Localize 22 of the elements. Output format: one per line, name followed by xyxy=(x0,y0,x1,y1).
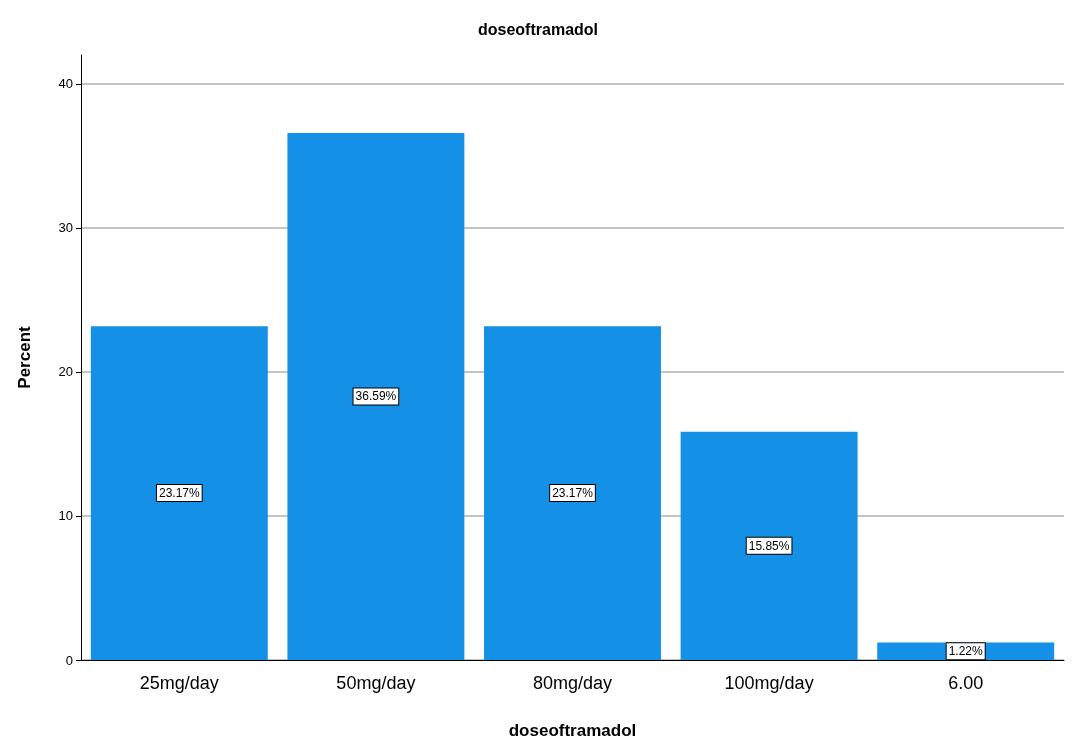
x-tick-label: 80mg/day xyxy=(532,673,613,693)
y-tick-label: 0 xyxy=(65,652,73,668)
x-axis-title: doseoftramadol xyxy=(508,721,637,740)
x-tick-label: 50mg/day xyxy=(336,673,416,693)
bar xyxy=(484,326,661,660)
data-label: 23.17% xyxy=(158,486,200,501)
data-label: 36.59% xyxy=(355,389,397,404)
x-tick-label: 100mg/day xyxy=(724,673,814,693)
y-tick-label: 40 xyxy=(58,76,73,92)
y-tick-label: 10 xyxy=(58,508,73,524)
data-label: 23.17% xyxy=(552,486,594,501)
bar xyxy=(287,132,465,660)
y-tick-label: 30 xyxy=(58,220,73,236)
bar xyxy=(680,431,858,660)
bar xyxy=(90,326,268,660)
data-label: 1.22% xyxy=(948,644,984,659)
y-tick-label: 20 xyxy=(58,364,73,380)
y-axis-title: Percent xyxy=(15,325,34,389)
x-tick-label: 25mg/day xyxy=(139,673,219,693)
chart-title: doseoftramadol xyxy=(477,20,599,38)
data-label: 15.85% xyxy=(748,538,790,553)
x-tick-label: 6.00 xyxy=(948,673,984,693)
